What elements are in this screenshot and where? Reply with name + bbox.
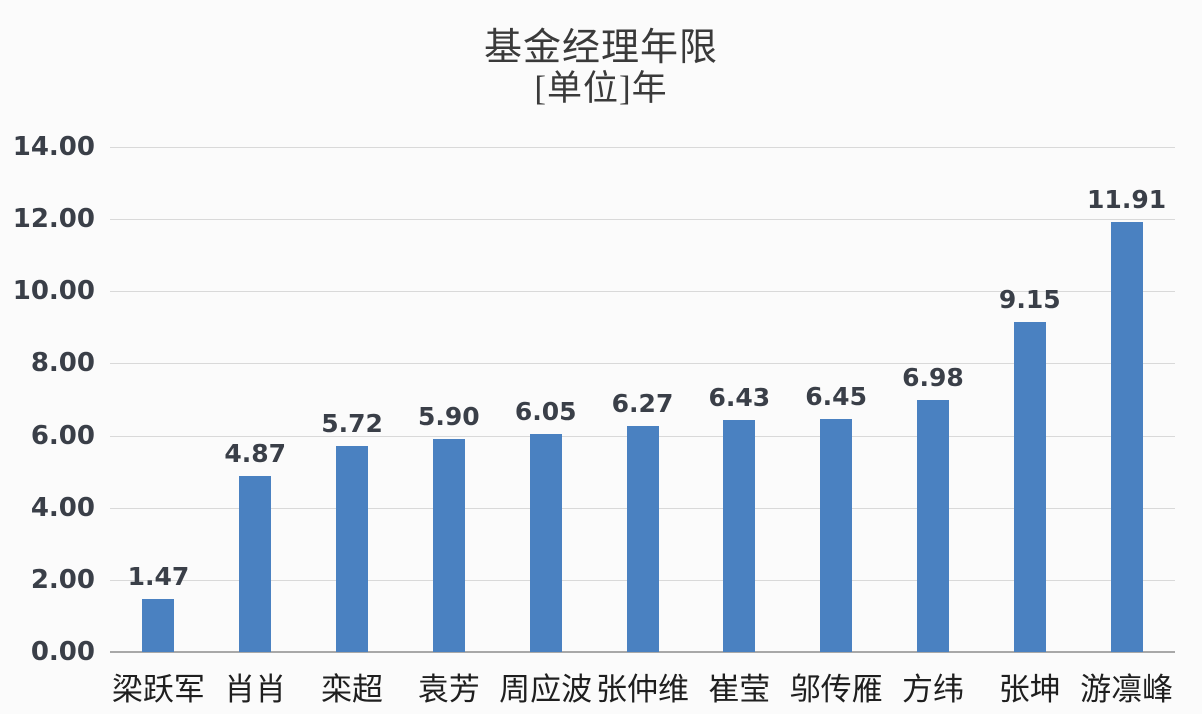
- data-label: 6.05: [514, 396, 577, 426]
- bar: [916, 400, 949, 652]
- data-label: 9.15: [998, 284, 1061, 314]
- bar: [1110, 222, 1143, 652]
- category-label: 袁芳: [417, 672, 480, 707]
- data-label: 1.47: [127, 561, 190, 591]
- data-label: 6.27: [611, 388, 674, 418]
- category-label: 肖肖: [224, 672, 287, 707]
- data-label: 6.45: [805, 382, 867, 412]
- category-label: 张坤: [998, 672, 1061, 707]
- bar: [529, 433, 562, 652]
- category-label: 栾超: [321, 672, 384, 707]
- y-axis-tick-label: 12.00: [12, 204, 95, 235]
- x-axis-line: [110, 651, 1175, 653]
- bar: [626, 425, 659, 652]
- bar: [723, 420, 756, 652]
- category-label: 方纬: [901, 672, 964, 707]
- gridline: [110, 291, 1175, 293]
- data-label: 6.43: [708, 383, 771, 413]
- data-label: 6.98: [902, 363, 964, 393]
- bar: [239, 476, 272, 652]
- bar: [142, 598, 175, 652]
- data-label: 5.72: [321, 408, 383, 438]
- gridline: [110, 147, 1175, 148]
- category-label: 张仲维: [596, 672, 689, 707]
- y-axis-tick-label: 0.00: [30, 637, 95, 667]
- data-label: 4.87: [224, 439, 287, 469]
- y-axis-tick-label: 4.00: [30, 492, 95, 523]
- category-label: 邬传雁: [789, 672, 883, 707]
- chart-subtitle: [单位]年: [534, 69, 668, 108]
- data-label: 11.91: [1087, 185, 1167, 215]
- y-axis-tick-label: 6.00: [30, 420, 95, 451]
- plot-area: [110, 147, 1175, 653]
- bar: [1013, 321, 1046, 652]
- chart-title: 基金经理年限: [483, 27, 718, 69]
- y-axis-tick-label: 2.00: [30, 564, 95, 595]
- category-label: 梁跃军: [111, 672, 205, 707]
- bar: [820, 419, 853, 652]
- gridline: [110, 219, 1175, 221]
- data-label: 5.90: [418, 402, 480, 432]
- category-label: 游凛峰: [1080, 672, 1174, 707]
- bar: [432, 439, 465, 652]
- y-axis-tick-label: 14.00: [12, 132, 95, 162]
- bar: [336, 445, 369, 652]
- y-axis-tick-label: 8.00: [30, 348, 95, 379]
- gridline: [110, 363, 1175, 365]
- category-label: 周应波: [499, 672, 593, 707]
- category-label: 崔莹: [708, 672, 771, 707]
- y-axis-tick-label: 10.00: [12, 276, 95, 307]
